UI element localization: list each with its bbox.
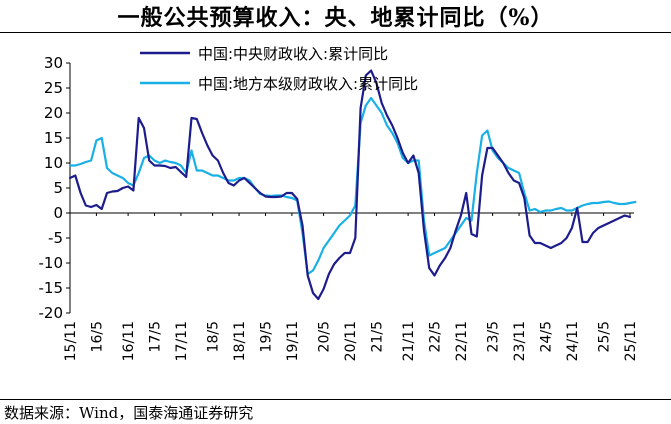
y-tick-label: 10 — [44, 154, 63, 172]
legend-label-central: 中国:中央财政收入:累计同比 — [198, 45, 388, 63]
title-rule — [0, 32, 671, 33]
x-tick-label: 16/5 — [89, 321, 105, 352]
source-note: 数据来源：Wind，国泰海通证券研究 — [4, 403, 254, 422]
x-tick-label: 22/5 — [428, 321, 444, 352]
x-tick-label: 18/11 — [232, 321, 248, 361]
x-tick-label: 20/5 — [317, 321, 333, 352]
x-tick-label: 17/11 — [174, 321, 190, 361]
y-tick-label: 15 — [44, 129, 63, 147]
x-tick-label: 21/5 — [369, 321, 385, 352]
x-tick-label: 23/11 — [512, 321, 528, 361]
y-tick-label: -15 — [39, 279, 64, 297]
x-tick-label: 20/11 — [343, 321, 359, 361]
series-lines — [68, 69, 637, 301]
x-tick-label: 21/11 — [401, 321, 417, 361]
x-tick-label: 17/5 — [148, 321, 164, 352]
legend-label-local: 中国:地方本级财政收入:累计同比 — [198, 75, 418, 93]
source-rule — [0, 399, 671, 400]
y-tick-label: -5 — [48, 229, 63, 247]
y-tick-label: -20 — [39, 304, 64, 322]
x-tick-label: 23/5 — [486, 321, 502, 352]
x-tick-label: 18/5 — [206, 321, 222, 352]
x-tick-label: 15/11 — [63, 321, 79, 361]
chart-title: 一般公共预算收入：央、地累计同比（%） — [117, 5, 554, 31]
y-tick-label: 20 — [44, 104, 63, 122]
x-tick-label: 25/5 — [597, 321, 613, 352]
axes: -20 -15 -10 -5 0 5 10 15 20 25 30 15/11 16/5 16/11 17/… — [39, 54, 640, 361]
y-tick-label: 30 — [44, 54, 63, 72]
y-tick-label: 25 — [44, 79, 63, 97]
x-tick-label: 19/5 — [258, 321, 274, 352]
x-tick-label: 22/11 — [454, 321, 470, 361]
x-tick-label: 24/5 — [538, 321, 554, 352]
y-tick-label: 0 — [53, 204, 63, 222]
x-tick-label: 24/11 — [565, 321, 581, 361]
x-tick-label: 25/11 — [623, 321, 639, 361]
x-tick-label: 16/11 — [121, 321, 137, 361]
x-tick-label: 19/11 — [285, 321, 301, 361]
series-line-local — [68, 96, 637, 276]
series-line-central — [68, 69, 632, 301]
line-chart: -20 -15 -10 -5 0 5 10 15 20 25 30 15/11 16/5 16/11 17/… — [39, 45, 640, 361]
y-tick-label: 5 — [53, 179, 63, 197]
y-tick-label: -10 — [39, 254, 64, 272]
